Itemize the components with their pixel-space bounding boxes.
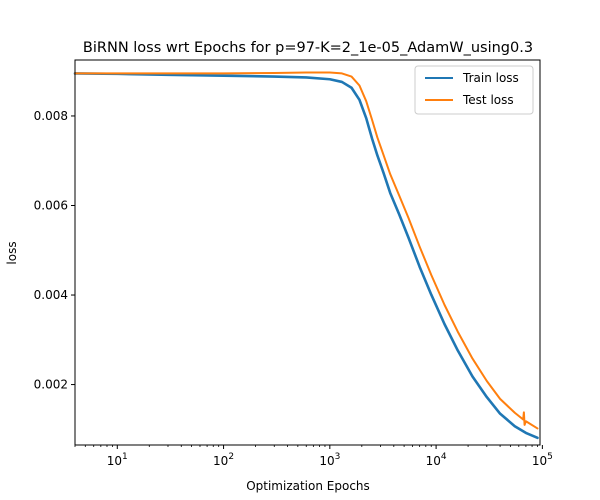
series-layer bbox=[73, 71, 539, 440]
x-tick-label: 103 bbox=[319, 452, 340, 468]
legend-label-test-loss: Test loss bbox=[462, 93, 514, 107]
x-axis-label: Optimization Epochs bbox=[246, 479, 370, 493]
y-tick-label: 0.006 bbox=[34, 198, 68, 212]
x-tick-label: 102 bbox=[213, 452, 234, 468]
x-tick-label: 105 bbox=[532, 452, 553, 468]
series-line-train-loss bbox=[73, 72, 539, 440]
y-tick-label: 0.002 bbox=[34, 378, 68, 392]
x-tick-label: 101 bbox=[107, 452, 128, 468]
y-axis-label: loss bbox=[5, 241, 19, 264]
y-tick-label: 0.004 bbox=[34, 288, 68, 302]
series-line-test-loss bbox=[74, 71, 539, 430]
plot-frame bbox=[74, 59, 541, 446]
y-tick-label: 0.008 bbox=[34, 109, 68, 123]
chart-title: BiRNN loss wrt Epochs for p=97-K=2_1e-05… bbox=[83, 40, 533, 56]
ticks-layer: 101 102 103 104 105 0.002 0.004 0.006 0.008 bbox=[34, 109, 553, 468]
legend: Train loss Test loss bbox=[414, 65, 534, 115]
x-tick-label: 104 bbox=[426, 452, 447, 468]
legend-label-train-loss: Train loss bbox=[462, 71, 519, 85]
